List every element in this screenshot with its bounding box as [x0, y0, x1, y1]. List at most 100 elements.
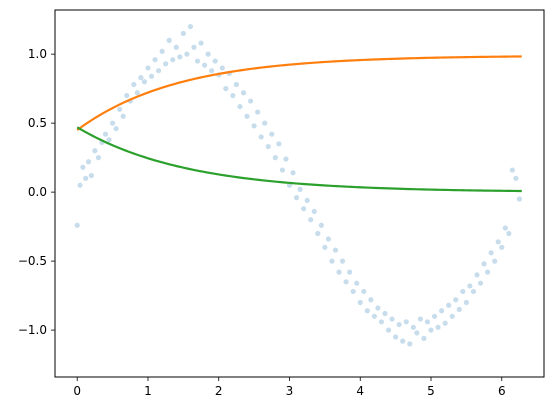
scatter-point	[187, 23, 194, 30]
scatter-point	[385, 327, 392, 333]
scatter-point	[456, 306, 462, 312]
x-tick-label: 5	[427, 384, 435, 398]
scatter-point	[467, 283, 473, 289]
scatter-point	[435, 324, 441, 330]
scatter-point	[481, 261, 487, 267]
scatter-point	[194, 58, 201, 64]
scatter-point	[393, 334, 399, 340]
scatter-point	[439, 308, 445, 314]
scatter-point	[152, 57, 158, 63]
scatter-point	[502, 225, 508, 231]
scatter-point	[148, 73, 155, 79]
scatter-point	[117, 106, 123, 112]
scatter-point	[240, 90, 247, 96]
scatter-point	[223, 86, 229, 92]
scatter-point	[283, 156, 289, 162]
scatter-point	[506, 230, 512, 237]
x-tick-label: 0	[73, 384, 81, 398]
scatter-point	[163, 61, 169, 67]
scatter-point	[474, 272, 480, 278]
scatter-point	[124, 92, 130, 99]
scatter-point	[219, 65, 225, 71]
scatter-point	[347, 269, 353, 275]
scatter-point	[180, 30, 186, 37]
y-tick-label: −0.5	[18, 254, 47, 268]
y-tick-label: −1.0	[18, 323, 47, 337]
scatter-point	[120, 113, 126, 119]
scatter-point	[332, 247, 339, 253]
scatter-point	[509, 167, 515, 173]
scatter-point	[74, 222, 80, 228]
scatter-point	[371, 313, 377, 319]
scatter-point	[80, 164, 86, 170]
scatter-point	[449, 313, 455, 319]
scatter-point	[155, 68, 162, 74]
scatter-point	[85, 159, 92, 165]
scatter-point	[368, 297, 374, 303]
scatter-point	[279, 167, 286, 173]
scatter-point	[251, 123, 257, 129]
scatter-point	[460, 288, 466, 295]
scatter-point	[315, 230, 321, 237]
scatter-point	[258, 134, 264, 140]
scatter-point	[378, 319, 385, 325]
scatter-point	[177, 54, 183, 60]
x-axis: 0 1 2 3 4 5 6	[73, 377, 506, 398]
plot-frame	[54, 9, 545, 378]
scatter-point	[255, 109, 261, 115]
scatter-point	[77, 182, 83, 188]
scatter-point	[325, 236, 332, 242]
scatter-point	[442, 320, 448, 326]
scatter-point	[230, 92, 236, 99]
scatter-point	[410, 324, 416, 330]
scatter-point	[470, 288, 477, 295]
y-tick-label: 0.5	[28, 116, 47, 130]
scatter-point	[113, 126, 119, 132]
scatter-point	[145, 65, 151, 71]
line-series	[76, 55, 522, 193]
series-line-2	[76, 126, 522, 193]
scatter-point	[407, 341, 413, 347]
scatter-point	[350, 288, 356, 295]
scatter-point	[88, 172, 94, 179]
x-tick-label: 6	[498, 384, 506, 398]
scatter-point	[428, 327, 434, 333]
scatter-point	[311, 208, 317, 215]
scatter-point	[453, 297, 459, 303]
scatter-point	[488, 250, 494, 256]
scatter-point	[308, 217, 314, 223]
scatter-point	[95, 155, 102, 161]
scatter-point	[166, 37, 172, 43]
scatter-point	[290, 170, 296, 176]
scatter-point	[382, 310, 388, 317]
scatter-point	[495, 239, 501, 245]
scatter-point	[343, 279, 349, 285]
scatter-point	[109, 120, 116, 126]
scatter-point	[492, 258, 498, 264]
scatter-point	[339, 258, 346, 264]
scatter-point	[262, 120, 268, 126]
y-axis: −1.0 −0.5 0.0 0.5 1.0	[18, 47, 55, 337]
scatter-point	[237, 103, 243, 110]
x-tick-label: 1	[144, 384, 152, 398]
scatter-point	[304, 197, 310, 203]
scatter-point	[336, 269, 342, 275]
scatter-point	[209, 68, 215, 74]
scatter-point	[301, 206, 307, 212]
scatter-point	[141, 79, 148, 85]
scatter-point	[354, 280, 360, 286]
scatter-point	[201, 62, 208, 68]
scatter-point	[477, 280, 484, 286]
y-tick-label: 1.0	[28, 47, 47, 61]
scatter-point	[272, 155, 278, 161]
scatter-point	[106, 137, 112, 143]
scatter-point	[134, 90, 140, 96]
scatter-point	[83, 175, 89, 181]
scatter-point	[424, 319, 431, 325]
scatter-point	[318, 222, 324, 228]
scatter-point	[516, 196, 523, 202]
scatter-point	[357, 299, 363, 306]
scatter-point	[138, 75, 144, 81]
scatter-point	[446, 302, 452, 308]
